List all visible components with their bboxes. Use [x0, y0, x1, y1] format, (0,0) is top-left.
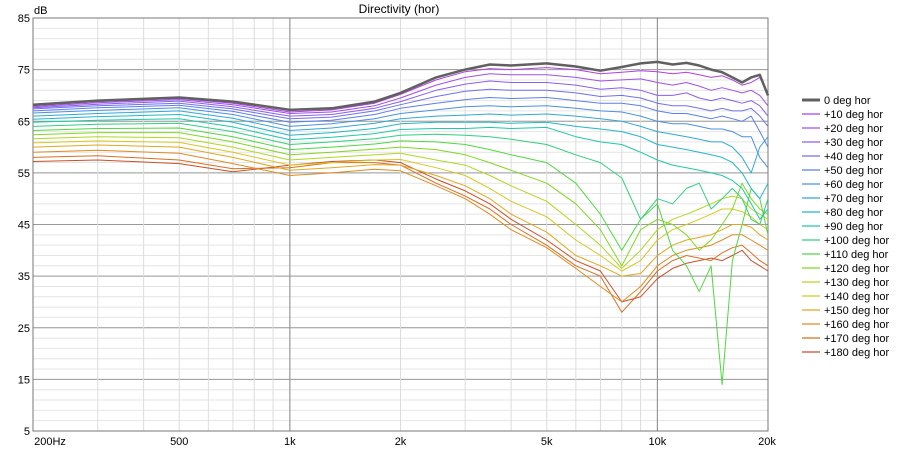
x-tick-label: 10k: [648, 436, 666, 448]
legend-label: +90 deg hor: [824, 221, 883, 233]
legend-label: +80 deg hor: [824, 207, 883, 219]
legend-label: +180 deg hor: [824, 347, 889, 359]
grid-lines: [32, 17, 769, 432]
legend-label: +140 deg hor: [824, 291, 889, 303]
series-line: [32, 60, 770, 112]
legend-label: +100 deg hor: [824, 235, 889, 247]
y-tick-label: 5: [24, 426, 30, 438]
series-line: [32, 155, 769, 313]
x-tick-label: 1k: [284, 436, 296, 448]
x-tick-label: 20k: [758, 436, 776, 448]
legend-label: +150 deg hor: [824, 305, 889, 317]
series-line: [32, 80, 769, 117]
y-tick-label: 45: [18, 220, 30, 232]
legend-label: +130 deg hor: [824, 277, 889, 289]
legend-label: +60 deg hor: [824, 179, 883, 191]
x-tick-label: 200Hz: [34, 436, 66, 448]
y-tick-label: 15: [18, 374, 30, 386]
y-tick-label: 55: [18, 168, 30, 180]
chart-title: Directivity (hor): [359, 2, 440, 16]
legend-label: +40 deg hor: [824, 151, 883, 163]
y-tick-label: 75: [18, 65, 30, 77]
legend-label: +160 deg hor: [824, 319, 889, 331]
y-tick-label: 35: [18, 271, 30, 283]
legend-label: +50 deg hor: [824, 165, 883, 177]
legend-label: +120 deg hor: [824, 263, 889, 275]
y-axis-unit-label: dB: [34, 5, 47, 17]
y-tick-label: 65: [18, 116, 30, 128]
series-line: [32, 114, 769, 200]
y-tick-label: 25: [18, 323, 30, 335]
x-tick-label: 2k: [395, 436, 407, 448]
legend-label: +20 deg hor: [824, 123, 883, 135]
series-line: [32, 118, 769, 220]
series-line: [32, 132, 769, 267]
legend-label: 0 deg hor: [824, 95, 871, 107]
series-line: [32, 144, 769, 277]
series-line: [32, 97, 769, 148]
x-tick-label: 500: [170, 436, 188, 448]
plot-area-frame: [32, 17, 769, 432]
series-lines: [32, 60, 770, 385]
legend-label: +10 deg hor: [824, 109, 883, 121]
legend-label: +170 deg hor: [824, 333, 889, 345]
series-line: [32, 122, 769, 225]
series-line: [32, 105, 769, 169]
y-axis-ticks: 5 15 25 35 45 55 65 75 85: [18, 13, 30, 438]
series-line: [32, 159, 769, 303]
x-axis-ticks: 200Hz 500 1k 2k 5k 10k 20k: [34, 436, 776, 448]
x-tick-label: 5k: [541, 436, 553, 448]
series-line: [32, 136, 769, 269]
legend-label: +110 deg hor: [824, 249, 889, 261]
series-line: [32, 67, 769, 113]
legend: 0 deg hor +10 deg hor +20 deg hor +30 deg h…: [802, 95, 889, 359]
y-tick-label: 85: [18, 13, 30, 25]
series-line: [32, 110, 769, 174]
series-line: [32, 88, 769, 127]
series-line: [32, 127, 769, 385]
series-line: [32, 140, 769, 272]
legend-label: +70 deg hor: [824, 193, 883, 205]
series-line: [32, 73, 769, 114]
series-line: [32, 149, 769, 303]
legend-label: +30 deg hor: [824, 137, 883, 149]
